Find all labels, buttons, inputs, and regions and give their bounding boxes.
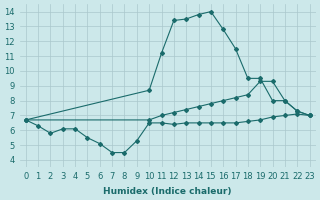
X-axis label: Humidex (Indice chaleur): Humidex (Indice chaleur) bbox=[103, 187, 232, 196]
